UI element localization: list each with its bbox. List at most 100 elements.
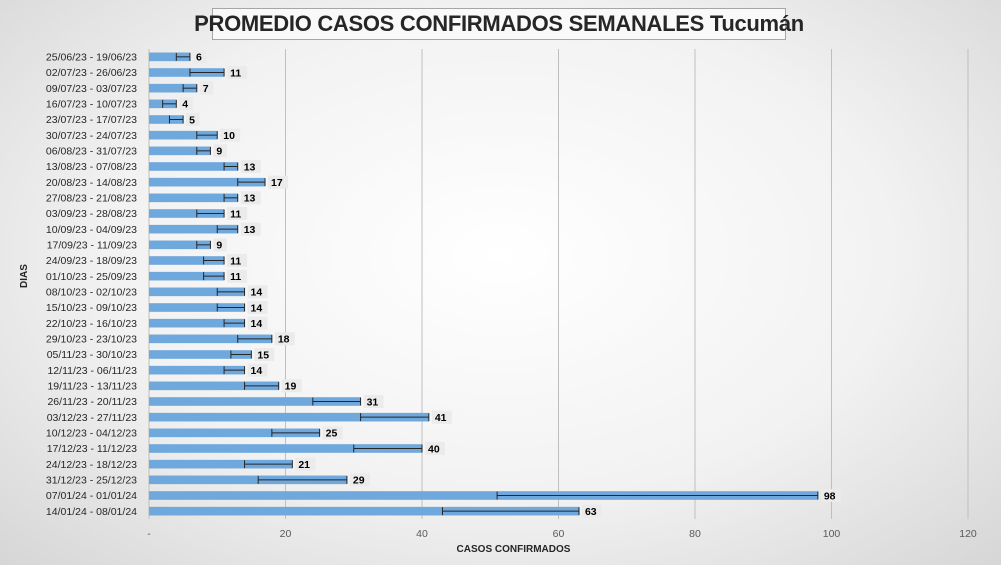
data-label-background — [247, 301, 268, 314]
data-label-background — [425, 442, 445, 455]
bar — [149, 83, 197, 93]
y-tick-label: 06/08/23 - 31/07/23 — [46, 146, 137, 158]
x-tick-label: 80 — [689, 528, 701, 540]
bar — [149, 412, 429, 422]
y-tick-label: 13/08/23 - 07/08/23 — [46, 161, 137, 173]
bar — [149, 52, 190, 62]
data-label: 13 — [244, 193, 256, 205]
data-label: 21 — [298, 459, 310, 471]
bar — [149, 381, 279, 391]
bar — [149, 130, 218, 140]
data-label: 14 — [251, 365, 263, 377]
data-label: 9 — [216, 240, 222, 252]
y-tick-label: 10/09/23 - 04/09/23 — [46, 224, 137, 236]
data-label-background — [274, 332, 295, 346]
data-label-background — [192, 50, 207, 64]
y-tick-label: 03/09/23 - 28/08/23 — [46, 208, 137, 220]
y-tick-label: 23/07/23 - 17/07/23 — [46, 114, 137, 126]
y-tick-label: 19/11/23 - 13/11/23 — [47, 381, 137, 393]
bar — [149, 318, 245, 328]
data-label: 13 — [244, 161, 256, 173]
bar — [149, 68, 225, 77]
data-label: 18 — [278, 334, 290, 346]
y-tick-label: 12/11/23 - 06/11/23 — [47, 365, 137, 377]
data-label-background — [295, 457, 316, 471]
data-label: 4 — [182, 99, 188, 111]
y-tick-label: 10/12/23 - 04/12/23 — [46, 428, 137, 440]
data-label-background — [247, 285, 268, 299]
y-tick-label: 20/08/23 - 14/08/23 — [46, 177, 137, 189]
chart-title: PROMEDIO CASOS CONFIRMADOS SEMANALES Tuc… — [194, 11, 804, 36]
data-label-background — [240, 191, 261, 205]
data-label: 14 — [251, 287, 263, 299]
y-tick-label: 25/06/23 - 19/06/23 — [46, 52, 137, 64]
data-label: 17 — [271, 177, 283, 189]
data-label: 14 — [251, 318, 263, 330]
y-tick-label: 31/12/23 - 25/12/23 — [46, 475, 137, 487]
data-label: 14 — [251, 302, 263, 314]
data-label-background — [213, 238, 227, 252]
x-tick-label: 100 — [823, 528, 841, 540]
data-label: 31 — [367, 396, 379, 408]
data-label: 40 — [428, 443, 440, 455]
y-tick-label: 02/07/23 - 26/06/23 — [46, 67, 137, 79]
y-tick-label: 03/12/23 - 27/11/23 — [47, 412, 137, 424]
data-label-background — [227, 254, 248, 267]
y-tick-label: 15/10/23 - 09/10/23 — [46, 302, 137, 314]
bar — [149, 428, 320, 438]
x-tick-label: 20 — [280, 528, 292, 540]
data-label-background — [227, 269, 248, 283]
y-tick-label: 09/07/23 - 03/07/23 — [46, 83, 137, 95]
chart-title-box: PROMEDIO CASOS CONFIRMADOS SEMANALES Tuc… — [194, 8, 804, 40]
data-label-background — [281, 379, 302, 393]
data-label-background — [268, 175, 289, 189]
data-label: 11 — [230, 271, 241, 283]
bar — [149, 287, 245, 297]
x-axis-title: CASOS CONFIRMADOS — [457, 544, 571, 555]
data-label: 41 — [435, 412, 447, 424]
data-label: 19 — [285, 381, 297, 393]
y-tick-label: 22/10/23 - 16/10/23 — [46, 318, 137, 330]
data-label-background — [363, 395, 384, 408]
data-label: 11 — [230, 208, 241, 220]
data-label: 6 — [196, 52, 202, 64]
bar — [149, 365, 245, 375]
data-label: 5 — [189, 114, 195, 126]
bar — [149, 397, 361, 406]
data-label-background — [227, 66, 248, 79]
data-label: 29 — [353, 475, 365, 487]
data-label-background — [179, 97, 193, 111]
data-label-background — [322, 426, 343, 440]
data-label-background — [254, 348, 275, 361]
bar — [149, 240, 211, 250]
y-tick-label: 26/11/23 - 20/11/23 — [47, 396, 137, 408]
y-tick-label: 16/07/23 - 10/07/23 — [46, 99, 137, 111]
data-label: 10 — [223, 130, 235, 142]
data-label-background — [199, 81, 214, 95]
bar — [149, 444, 422, 453]
y-tick-label: 17/12/23 - 11/12/23 — [47, 443, 137, 455]
x-tick-label: 60 — [553, 528, 565, 540]
bar — [149, 115, 184, 124]
bar — [149, 271, 225, 281]
bar — [149, 209, 225, 218]
y-tick-label: 07/01/24 - 01/01/24 — [46, 490, 137, 502]
data-label: 25 — [326, 428, 338, 440]
data-label: 7 — [203, 83, 209, 95]
bar — [149, 491, 818, 500]
bar — [149, 146, 211, 156]
y-tick-label: 30/07/23 - 24/07/23 — [46, 130, 137, 142]
y-tick-label: 24/09/23 - 18/09/23 — [46, 255, 137, 267]
y-tick-label: 14/01/24 - 08/01/24 — [46, 506, 137, 518]
x-tick-label: 40 — [416, 528, 428, 540]
data-label-background — [247, 363, 268, 377]
data-label: 63 — [585, 506, 597, 518]
data-label-background — [349, 473, 370, 487]
y-tick-label: 05/11/23 - 30/10/23 — [47, 349, 137, 361]
x-tick-label: 120 — [959, 528, 977, 540]
data-label: 98 — [824, 490, 836, 502]
data-label-background — [213, 144, 227, 158]
y-tick-label: 29/10/23 - 23/10/23 — [46, 334, 137, 346]
